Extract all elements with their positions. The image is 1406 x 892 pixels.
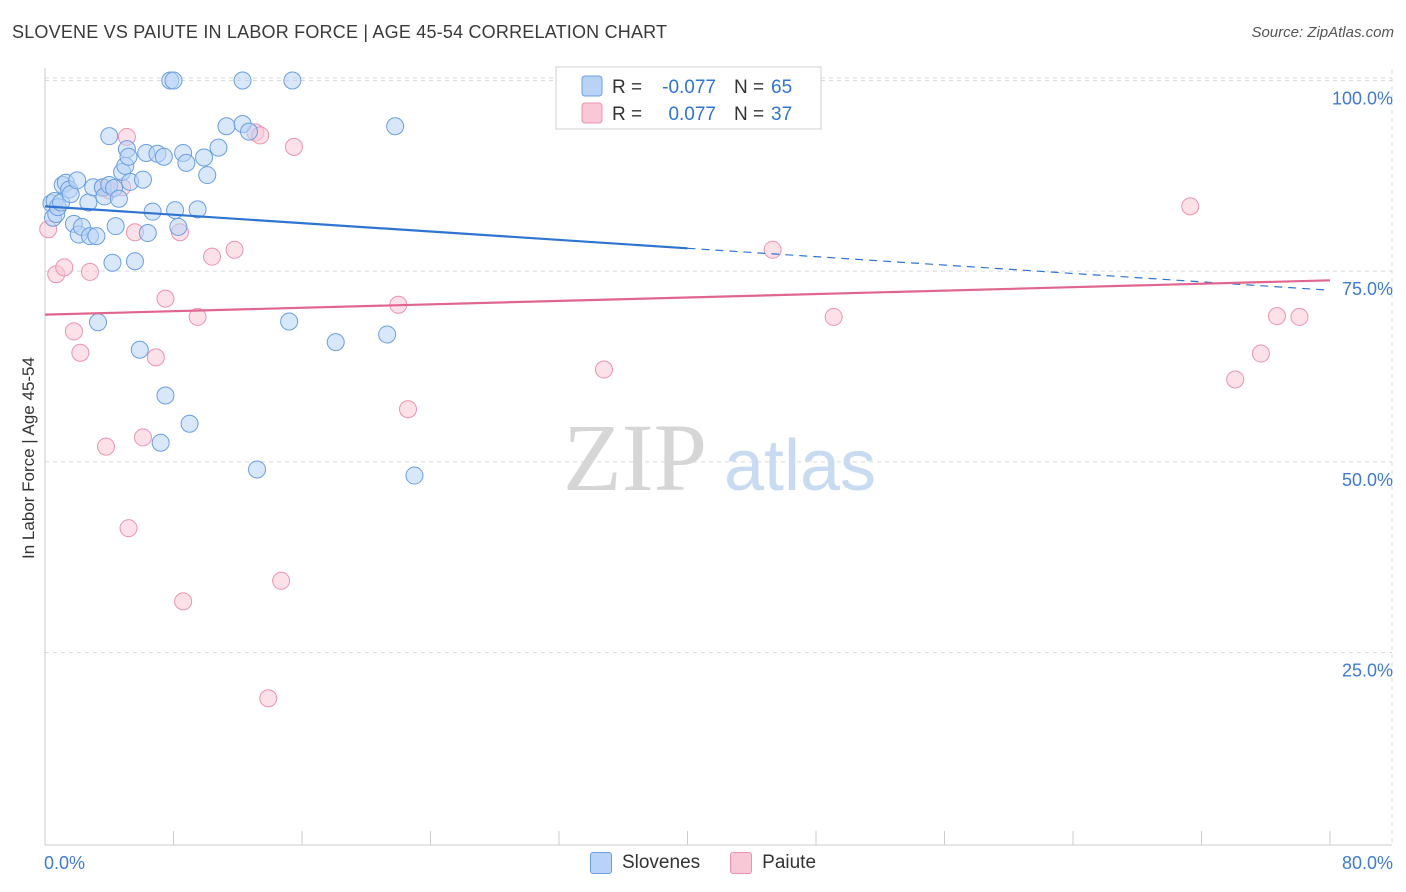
paiute-point xyxy=(71,343,90,362)
paiute-point xyxy=(225,240,244,259)
y-tick-label: 75.0% xyxy=(1342,279,1393,299)
slovene-point xyxy=(283,71,302,90)
watermark-atlas: atlas xyxy=(724,426,876,506)
slovene-point xyxy=(180,414,199,433)
legend-swatch-slovenes xyxy=(581,75,603,97)
slovene-point xyxy=(209,138,228,157)
legend-swatch-paiute-bottom xyxy=(730,852,753,874)
slovene-point xyxy=(239,122,258,141)
slovene-point xyxy=(154,147,173,166)
chart-source: Source: ZipAtlas.com xyxy=(1251,24,1394,41)
paiute-point xyxy=(133,428,152,447)
legend-swatch-slovenes-bottom xyxy=(589,852,612,874)
paiute-point xyxy=(174,592,193,611)
slovene-point xyxy=(177,153,196,172)
slovene-point xyxy=(386,117,405,136)
legend-label-slovenes: Slovenes xyxy=(621,852,701,873)
y-tick-label: 25.0% xyxy=(1342,661,1393,681)
legend-label-paiute: Paiute xyxy=(762,852,817,873)
slovene-point xyxy=(89,313,108,332)
slovene-point xyxy=(130,340,149,359)
slovene-point xyxy=(151,433,170,452)
watermark-zip: ZIP xyxy=(563,404,707,511)
y-tick-label: 50.0% xyxy=(1342,470,1393,490)
paiute-point xyxy=(146,348,165,367)
slovene-point xyxy=(195,148,214,167)
legend-r-label-slovenes: R = xyxy=(612,77,642,98)
legend-n-label-slovenes: N = xyxy=(734,77,764,98)
slovene-point xyxy=(103,253,122,272)
legend-r-label-paiute: R = xyxy=(612,104,642,125)
slovene-point xyxy=(198,166,217,185)
legend-r-value-slovenes: -0.077 xyxy=(662,77,716,98)
bottom-legend: Slovenes Paiute xyxy=(0,852,1406,874)
legend-item-slovenes[interactable]: Slovenes xyxy=(589,852,701,874)
legend-n-value-paiute: 37 xyxy=(771,104,792,125)
slovene-point xyxy=(405,466,424,485)
slovene-point xyxy=(326,333,345,352)
legend-box: R = -0.077 N = 65 R = 0.077 N = 37 xyxy=(555,66,822,130)
paiute-point xyxy=(97,437,116,456)
paiute-point xyxy=(763,240,782,259)
y-tick-label: 100.0% xyxy=(1332,89,1393,109)
x-tick-label: 80.0% xyxy=(1342,853,1393,873)
legend-swatch-paiute xyxy=(581,102,603,124)
paiute-point xyxy=(1267,307,1286,326)
paiute-point xyxy=(55,258,74,277)
paiute-point xyxy=(64,322,83,341)
legend-n-value-slovenes: 65 xyxy=(771,77,792,98)
slovene-point xyxy=(125,252,144,271)
slovene-point xyxy=(248,460,267,479)
slovene-point xyxy=(164,71,183,90)
slovene-point xyxy=(378,325,397,344)
slovene-point xyxy=(169,217,188,236)
slovene-point xyxy=(138,224,157,243)
slovene-point xyxy=(233,71,252,90)
legend-r-value-paiute: 0.077 xyxy=(668,104,716,125)
x-tick-label: 0.0% xyxy=(44,853,85,873)
paiute-point xyxy=(188,307,207,326)
legend-item-paiute[interactable]: Paiute xyxy=(730,852,816,874)
paiute-point xyxy=(259,689,278,708)
paiute-point xyxy=(80,262,99,281)
paiute-point xyxy=(272,571,291,590)
paiute-point xyxy=(1226,370,1245,389)
chart-title: SLOVENE VS PAIUTE IN LABOR FORCE | AGE 4… xyxy=(12,22,668,42)
slovene-point xyxy=(133,170,152,189)
slovene-point xyxy=(100,127,119,146)
paiute-point xyxy=(824,307,843,326)
paiute-point xyxy=(1290,307,1309,326)
slovene-point xyxy=(217,117,236,136)
paiute-point xyxy=(1251,344,1270,363)
slovene-point xyxy=(143,202,162,221)
watermark: ZIP atlas xyxy=(563,404,876,511)
paiute-trend-line xyxy=(44,279,1331,316)
slovene-point xyxy=(109,189,128,208)
slovenes-trend-line xyxy=(44,205,688,250)
slovene-point xyxy=(156,386,175,405)
paiute-point xyxy=(399,400,418,419)
slovene-point xyxy=(280,312,299,331)
paiute-point xyxy=(119,519,138,538)
paiute-point xyxy=(594,360,613,379)
paiute-point xyxy=(1181,197,1200,216)
paiute-point xyxy=(284,137,303,156)
slovene-point xyxy=(119,147,138,166)
y-axis-label: In Labor Force | Age 45-54 xyxy=(19,357,38,559)
slovene-point xyxy=(106,217,125,236)
paiute-point xyxy=(203,247,222,266)
slovene-point xyxy=(87,227,106,246)
slovene-point xyxy=(68,171,87,190)
slovene-point xyxy=(188,200,207,219)
legend-n-label-paiute: N = xyxy=(734,104,764,125)
paiute-point xyxy=(156,289,175,308)
